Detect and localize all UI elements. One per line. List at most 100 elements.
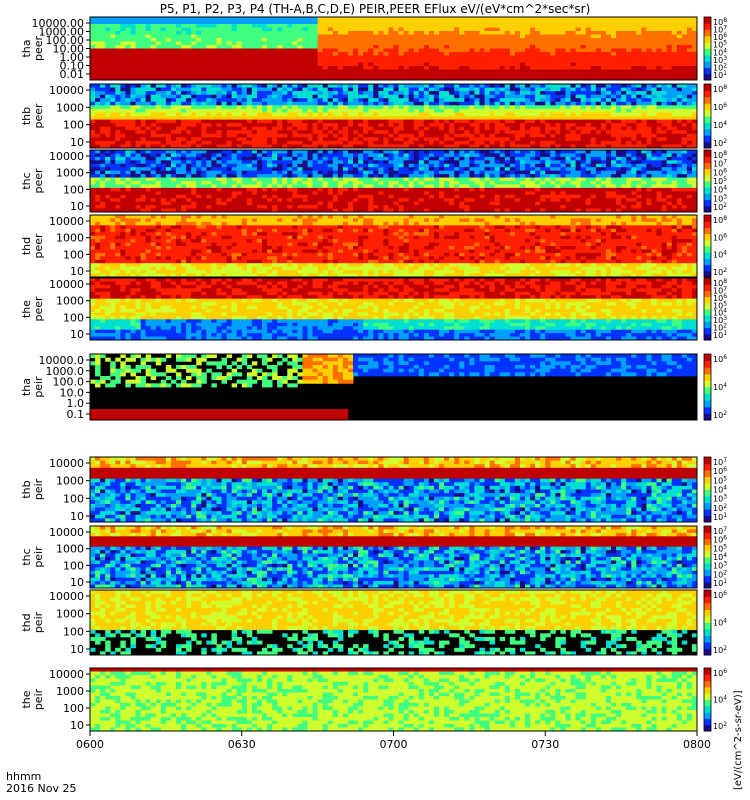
spectrogram-cell bbox=[353, 45, 359, 49]
spectrogram-cell bbox=[590, 52, 597, 56]
spectrogram-cell bbox=[530, 41, 536, 46]
spectrogram-cell bbox=[555, 140, 561, 145]
spectrogram-cell bbox=[439, 20, 445, 25]
spectrogram-cell bbox=[555, 133, 561, 138]
spectrogram-cell bbox=[545, 27, 551, 32]
spectrogram-cell bbox=[459, 123, 465, 128]
spectrogram-cell bbox=[433, 98, 440, 103]
spectrogram-cell bbox=[272, 144, 278, 149]
spectrogram-cell bbox=[671, 163, 678, 168]
spectrogram-cell bbox=[292, 38, 298, 42]
spectrogram-cell bbox=[206, 105, 212, 110]
spectrogram-cell bbox=[686, 153, 693, 158]
spectrogram-cell bbox=[246, 62, 253, 67]
spectrogram-cell bbox=[196, 41, 202, 46]
spectrogram-cell bbox=[519, 41, 526, 46]
spectrogram-cell bbox=[100, 31, 106, 35]
spectrogram-cell bbox=[605, 17, 612, 21]
spectrogram-cell bbox=[600, 123, 607, 128]
spectrogram-cell bbox=[337, 91, 344, 96]
spectrogram-cell bbox=[560, 20, 566, 25]
spectrogram-cell bbox=[393, 24, 399, 28]
spectrogram-cell bbox=[383, 38, 389, 42]
spectrogram-cell bbox=[646, 84, 652, 88]
spectrogram-cell bbox=[267, 76, 273, 81]
spectrogram-cell bbox=[292, 150, 298, 154]
spectrogram-cell bbox=[459, 20, 465, 25]
spectrogram-cell bbox=[358, 48, 364, 53]
spectrogram-cell bbox=[398, 91, 405, 96]
spectrogram-cell bbox=[332, 27, 339, 32]
spectrogram-cell bbox=[646, 160, 652, 165]
spectrogram-cell bbox=[555, 24, 561, 28]
spectrogram-cell bbox=[585, 144, 592, 149]
spectrogram-cell bbox=[550, 94, 556, 99]
spectrogram-cell bbox=[691, 105, 698, 110]
spectrogram-cell bbox=[474, 116, 480, 120]
spectrogram-cell bbox=[332, 150, 339, 154]
spectrogram-cell bbox=[155, 108, 162, 113]
spectrogram-cell bbox=[130, 167, 136, 172]
spectrogram-cell bbox=[327, 123, 334, 128]
spectrogram-cell bbox=[423, 41, 430, 46]
spectrogram-cell bbox=[691, 133, 698, 138]
spectrogram-cell bbox=[115, 137, 121, 142]
spectrogram-cell bbox=[287, 24, 293, 28]
spectrogram-cell bbox=[353, 140, 359, 145]
spectrogram-cell bbox=[469, 27, 475, 32]
spectrogram-cell bbox=[656, 108, 662, 113]
spectrogram-cell bbox=[363, 73, 369, 77]
spectrogram-cell bbox=[484, 48, 491, 53]
spectrogram-cell bbox=[671, 119, 678, 124]
spectrogram-cell bbox=[398, 41, 405, 46]
spectrogram-cell bbox=[342, 55, 349, 60]
spectrogram-cell bbox=[100, 137, 106, 142]
spectrogram-cell bbox=[292, 156, 298, 161]
spectrogram-cell bbox=[433, 31, 440, 35]
spectrogram-cell bbox=[211, 27, 217, 32]
spectrogram-cell bbox=[388, 55, 394, 60]
spectrogram-cell bbox=[651, 31, 657, 35]
spectrogram-cell bbox=[636, 98, 642, 103]
spectrogram-cell bbox=[191, 123, 197, 128]
spectrogram-cell bbox=[686, 105, 693, 110]
spectrogram-cell bbox=[600, 105, 607, 110]
spectrogram-cell bbox=[464, 41, 470, 46]
spectrogram-cell bbox=[216, 55, 222, 60]
spectrogram-cell bbox=[358, 123, 364, 128]
spectrogram-cell bbox=[600, 59, 607, 63]
spectrogram-cell bbox=[631, 17, 637, 21]
spectrogram-cell bbox=[600, 20, 607, 25]
spectrogram-cell bbox=[686, 150, 693, 154]
spectrogram-cell bbox=[595, 48, 602, 53]
spectrogram-cell bbox=[332, 105, 339, 110]
spectrogram-cell bbox=[231, 69, 238, 74]
spectrogram-cell bbox=[155, 130, 162, 135]
spectrogram-cell bbox=[626, 126, 632, 131]
spectrogram-cell bbox=[186, 17, 192, 21]
spectrogram-cell bbox=[408, 76, 415, 81]
spectrogram-cell bbox=[565, 52, 571, 56]
spectrogram-cell bbox=[95, 98, 101, 103]
spectrogram-cell bbox=[211, 76, 217, 81]
spectrogram-cell bbox=[196, 48, 202, 53]
spectrogram-cell bbox=[368, 76, 374, 81]
spectrogram-cell bbox=[454, 160, 460, 165]
spectrogram-cell bbox=[95, 34, 101, 39]
spectrogram-cell bbox=[433, 73, 440, 77]
spectrogram-cell bbox=[226, 87, 233, 92]
spectrogram-cell bbox=[626, 91, 632, 96]
spectrogram-cell bbox=[636, 27, 642, 32]
spectrogram-cell bbox=[530, 116, 536, 120]
spectrogram-cell bbox=[347, 163, 354, 168]
spectrogram-cell bbox=[267, 130, 273, 135]
spectrogram-cell bbox=[651, 34, 657, 39]
spectrogram-cell bbox=[175, 66, 182, 70]
spectrogram-cell bbox=[590, 17, 597, 21]
spectrogram-cell bbox=[560, 52, 566, 56]
spectrogram-cell bbox=[403, 84, 410, 88]
spectrogram-cell bbox=[378, 17, 384, 21]
spectrogram-cell bbox=[530, 27, 536, 32]
spectrogram-cell bbox=[226, 150, 233, 154]
spectrogram-cell bbox=[110, 123, 116, 128]
